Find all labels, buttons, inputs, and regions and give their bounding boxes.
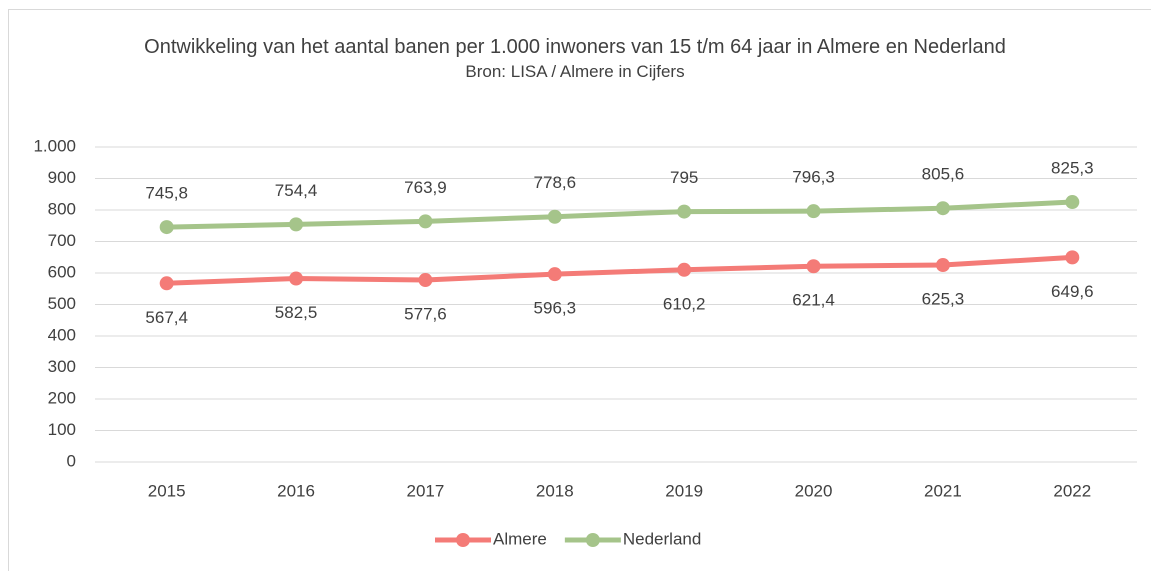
data-point xyxy=(677,262,692,277)
data-point xyxy=(1065,195,1080,210)
data-point xyxy=(935,258,950,273)
x-tick-label: 2021 xyxy=(924,481,962,500)
data-label: 796,3 xyxy=(792,168,835,187)
y-tick-label: 500 xyxy=(48,294,76,313)
data-label: 778,6 xyxy=(534,173,577,192)
x-tick-label: 2017 xyxy=(407,481,445,500)
y-tick-label: 900 xyxy=(48,168,76,187)
data-label: 649,6 xyxy=(1051,282,1094,301)
data-point xyxy=(1065,250,1080,265)
x-tick-label: 2019 xyxy=(665,481,703,500)
data-point xyxy=(159,276,174,291)
data-label: 596,3 xyxy=(534,299,577,318)
data-label: 610,2 xyxy=(663,294,706,313)
y-tick-label: 600 xyxy=(48,262,76,281)
y-tick-label: 400 xyxy=(48,325,76,344)
series-line xyxy=(166,199,1073,230)
header: Ontwikkeling van het aantal banen per 1.… xyxy=(125,34,1025,84)
chart-subtitle: Bron: LISA / Almere in Cijfers xyxy=(465,62,685,81)
data-label: 795 xyxy=(670,168,698,187)
legend-marker xyxy=(585,533,600,547)
x-tick-label: 2020 xyxy=(795,481,833,500)
x-tick-label: 2016 xyxy=(277,481,315,500)
data-label: 825,3 xyxy=(1051,159,1094,178)
data-point xyxy=(159,220,174,235)
data-label: 582,5 xyxy=(275,303,318,322)
x-tick-label: 2022 xyxy=(1053,481,1091,500)
y-tick-label: 0 xyxy=(67,451,76,470)
data-point xyxy=(547,267,562,282)
data-point xyxy=(806,259,821,274)
y-tick-label: 800 xyxy=(48,199,76,218)
data-point xyxy=(547,209,562,224)
y-tick-label: 1.000 xyxy=(33,136,76,155)
data-point xyxy=(677,204,692,219)
data-label: 567,4 xyxy=(145,308,188,327)
data-label: 745,8 xyxy=(145,184,188,203)
data-point xyxy=(806,204,821,219)
data-label: 763,9 xyxy=(404,178,447,197)
data-point xyxy=(935,201,950,216)
data-point xyxy=(418,273,433,288)
x-tick-label: 2015 xyxy=(148,481,186,500)
y-tick-label: 300 xyxy=(48,357,76,376)
chart-border xyxy=(8,9,1151,571)
y-tick-label: 200 xyxy=(48,388,76,407)
legend-marker xyxy=(456,533,470,547)
data-point xyxy=(289,217,304,232)
y-tick-label: 100 xyxy=(48,420,76,439)
data-label: 621,4 xyxy=(792,291,835,310)
legend-label: Nederland xyxy=(623,529,701,548)
data-label: 577,6 xyxy=(404,305,447,324)
data-point xyxy=(289,271,304,286)
data-label: 805,6 xyxy=(922,165,965,184)
data-point xyxy=(418,214,433,229)
x-tick-label: 2018 xyxy=(536,481,574,500)
data-label: 754,4 xyxy=(275,181,318,200)
data-label: 625,3 xyxy=(922,290,965,309)
series-line xyxy=(166,254,1073,286)
chart-title: Ontwikkeling van het aantal banen per 1.… xyxy=(144,36,1006,58)
legend-label: Almere xyxy=(493,529,547,548)
y-tick-label: 700 xyxy=(48,231,76,250)
